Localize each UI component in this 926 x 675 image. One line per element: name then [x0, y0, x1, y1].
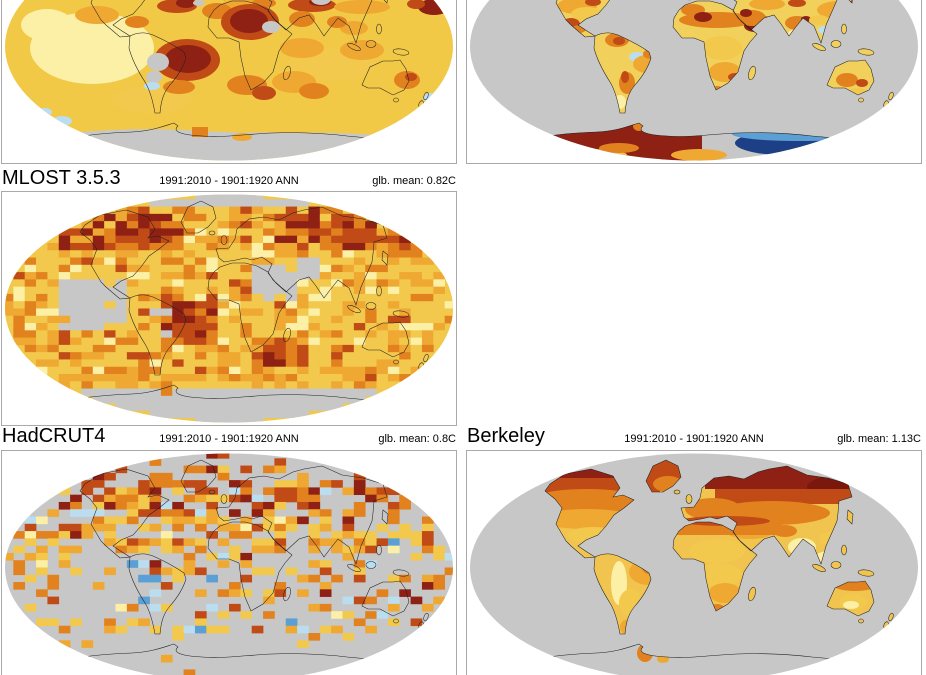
comparison-period: 1991:2010 - 1901:1920 ANN — [624, 433, 764, 445]
global-mean: glb. mean: 1.13C — [837, 433, 921, 445]
map-panel-top-left — [1, 0, 457, 164]
world-map — [5, 194, 453, 423]
map-panel-mlost — [1, 191, 457, 426]
hadcrut4-header: HadCRUT4 1991:2010 - 1901:1920 ANN glb. … — [1, 425, 457, 449]
dataset-name: HadCRUT4 — [2, 425, 106, 447]
world-map — [470, 0, 918, 161]
world-map — [470, 453, 918, 675]
dataset-name: MLOST 3.5.3 — [2, 167, 121, 189]
mlost-header: MLOST 3.5.3 1991:2010 - 1901:1920 ANN gl… — [1, 164, 457, 191]
world-map — [5, 0, 453, 161]
map-panel-berkeley — [466, 450, 922, 675]
map-panel-hadcrut4 — [1, 450, 457, 675]
map-panel-top-right — [466, 0, 922, 164]
comparison-period: 1991:2010 - 1901:1920 ANN — [159, 175, 299, 187]
global-mean: glb. mean: 0.82C — [372, 175, 456, 187]
world-map — [5, 453, 453, 675]
global-mean: glb. mean: 0.8C — [378, 433, 456, 445]
berkeley-header: Berkeley 1991:2010 - 1901:1920 ANN glb. … — [466, 425, 922, 449]
comparison-period: 1991:2010 - 1901:1920 ANN — [159, 433, 299, 445]
dataset-name: Berkeley — [467, 425, 545, 447]
